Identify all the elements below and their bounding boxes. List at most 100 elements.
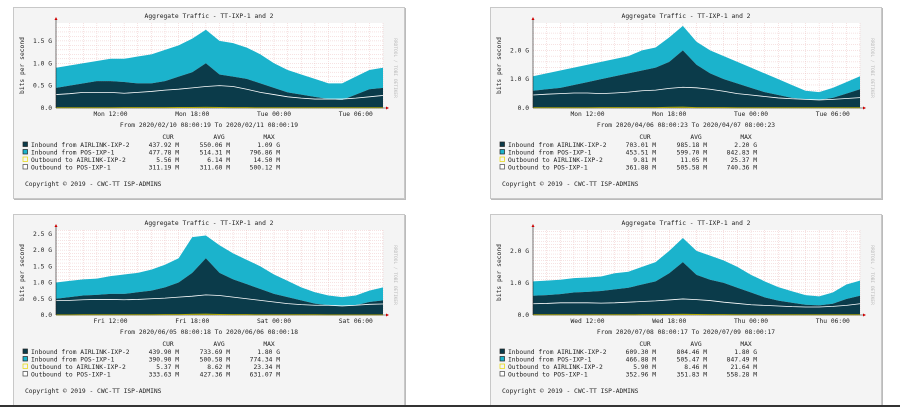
chart-svg: Aggregate Traffic - TT-IXP-1 and 2 bits p…: [496, 220, 875, 395]
x-tick-label: Mon 12:00: [93, 111, 127, 118]
series-area-inbound-pos: [533, 25, 860, 100]
series-area-inbound-airlink: [533, 50, 860, 108]
y-tick-label: 0.0: [518, 105, 530, 112]
y-tick-label: 1.0 G: [33, 280, 52, 287]
legend-swatch: [22, 356, 28, 362]
legend-max: 740.36 M: [727, 165, 758, 172]
legend-max: 25.37 M: [730, 157, 757, 164]
legend-header-avg: AVG: [690, 341, 702, 348]
copyright: Copyright © 2019 - CWC-TT ISP-ADMINS: [25, 181, 162, 188]
legend-avg: 599.70 M: [677, 150, 708, 157]
y-axis-label: bits per second: [19, 37, 26, 94]
legend-series-name: Inbound from AIRLINK-IXP-2: [31, 349, 130, 356]
copyright: Copyright © 2019 - CWC-TT ISP-ADMINS: [502, 181, 639, 188]
legend-series-name: Outbound to POS-IXP-1: [508, 372, 588, 379]
legend-avg: 505.47 M: [677, 357, 708, 364]
watermark: RRDTOOL / TOBI OETIKER: [869, 38, 875, 98]
x-axis-arrow-icon: [863, 106, 866, 110]
legend-swatch: [499, 348, 505, 354]
legend-swatch: [499, 149, 505, 155]
legend-avg: 514.31 M: [200, 150, 231, 157]
time-range: From 2020/04/06 08:00:23 To 2020/04/07 0…: [597, 122, 775, 129]
legend-avg: 505.58 M: [677, 165, 708, 172]
legend-header-max: MAX: [740, 134, 752, 141]
x-axis-arrow-icon: [863, 313, 866, 317]
chart-title: Aggregate Traffic - TT-IXP-1 and 2: [145, 13, 274, 20]
legend-header-avg: AVG: [213, 341, 225, 348]
legend-series-name: Inbound from AIRLINK-IXP-2: [508, 142, 607, 149]
y-axis-label: bits per second: [19, 244, 26, 301]
time-range: From 2020/07/08 08:00:17 To 2020/07/09 0…: [597, 329, 775, 336]
x-tick-label: Mon 12:00: [570, 111, 604, 118]
legend-header-cur: CUR: [639, 341, 651, 348]
legend-swatch: [499, 156, 505, 162]
y-tick-label: 0.0: [41, 312, 53, 319]
legend-header-cur: CUR: [162, 134, 174, 141]
legend-header-avg: AVG: [690, 134, 702, 141]
watermark: RRDTOOL / TOBI OETIKER: [392, 38, 398, 98]
legend-max: 2.20 G: [734, 142, 757, 149]
x-axis-arrow-icon: [386, 313, 389, 317]
y-tick-label: 1.5 G: [33, 38, 52, 45]
y-tick-label: 2.0 G: [33, 247, 52, 254]
legend-max: 558.28 M: [727, 372, 758, 379]
y-tick-label: 0.5 G: [33, 83, 52, 90]
graph-panel-jul: Aggregate Traffic - TT-IXP-1 and 2 bits p…: [490, 214, 882, 406]
watermark: RRDTOOL / TOBI OETIKER: [392, 245, 398, 305]
y-tick-label: 1.0 G: [510, 76, 529, 83]
legend-cur: 437.92 M: [149, 142, 180, 149]
x-tick-label: Thu 00:00: [734, 318, 768, 325]
y-axis-arrow-icon: [54, 17, 58, 20]
x-tick-label: Mon 18:00: [175, 111, 209, 118]
legend-swatch: [22, 149, 28, 155]
legend-swatch: [22, 348, 28, 354]
y-tick-label: 1.5 G: [33, 263, 52, 270]
series-line-outbound-pos: [532, 86, 861, 101]
chart-svg: Aggregate Traffic - TT-IXP-1 and 2 bits p…: [496, 13, 875, 188]
series-area-inbound-airlink: [56, 258, 383, 315]
legend-max: 631.07 M: [250, 372, 281, 379]
legend-max: 1.80 G: [734, 349, 757, 356]
legend-max: 21.64 M: [730, 364, 757, 371]
y-tick-label: 0.0: [518, 312, 530, 319]
legend-max: 500.12 M: [250, 165, 281, 172]
legend-max: 1.09 G: [257, 142, 280, 149]
x-tick-label: Tue 00:00: [257, 111, 291, 118]
legend-header-max: MAX: [263, 341, 275, 348]
legend-max: 847.49 M: [727, 357, 758, 364]
y-axis-arrow-icon: [531, 224, 535, 227]
copyright: Copyright © 2019 - CWC-TT ISP-ADMINS: [502, 388, 639, 395]
legend-avg: 985.18 M: [677, 142, 708, 149]
chart-svg: Aggregate Traffic - TT-IXP-1 and 2 bits p…: [19, 220, 398, 395]
legend-cur: 390.90 M: [149, 357, 180, 364]
legend-cur: 609.30 M: [626, 349, 657, 356]
legend-series-name: Outbound to POS-IXP-1: [508, 165, 588, 172]
legend-swatch: [22, 363, 28, 369]
legend-cur: 333.63 M: [149, 372, 180, 379]
legend-cur: 703.01 M: [626, 142, 657, 149]
legend-max: 842.83 M: [727, 150, 758, 157]
legend-cur: 9.81 M: [633, 157, 656, 164]
legend-swatch: [22, 141, 28, 147]
graph-panel-apr: Aggregate Traffic - TT-IXP-1 and 2 bits p…: [490, 7, 882, 199]
series-area-inbound-pos: [56, 235, 383, 306]
x-tick-label: Fri 12:00: [93, 318, 127, 325]
y-tick-label: 1.0 G: [33, 60, 52, 67]
legend-cur: 466.88 M: [626, 357, 657, 364]
legend-swatch: [499, 371, 505, 377]
y-tick-label: 0.0: [41, 105, 53, 112]
legend-header-avg: AVG: [213, 134, 225, 141]
y-axis-arrow-icon: [54, 224, 58, 227]
legend-series-name: Outbound to AIRLINK-IXP-2: [31, 364, 126, 371]
x-tick-label: Mon 18:00: [652, 111, 686, 118]
legend-cur: 5.90 M: [633, 364, 656, 371]
legend-max: 23.34 M: [253, 364, 280, 371]
series-line-outbound-pos: [55, 85, 384, 100]
legend-series-name: Outbound to AIRLINK-IXP-2: [508, 157, 603, 164]
legend-avg: 733.69 M: [200, 349, 231, 356]
legend-cur: 439.90 M: [149, 349, 180, 356]
legend-header-max: MAX: [740, 341, 752, 348]
series-area-inbound-airlink: [533, 262, 860, 315]
legend-avg: 8.46 M: [684, 364, 707, 371]
legend-cur: 477.78 M: [149, 150, 180, 157]
